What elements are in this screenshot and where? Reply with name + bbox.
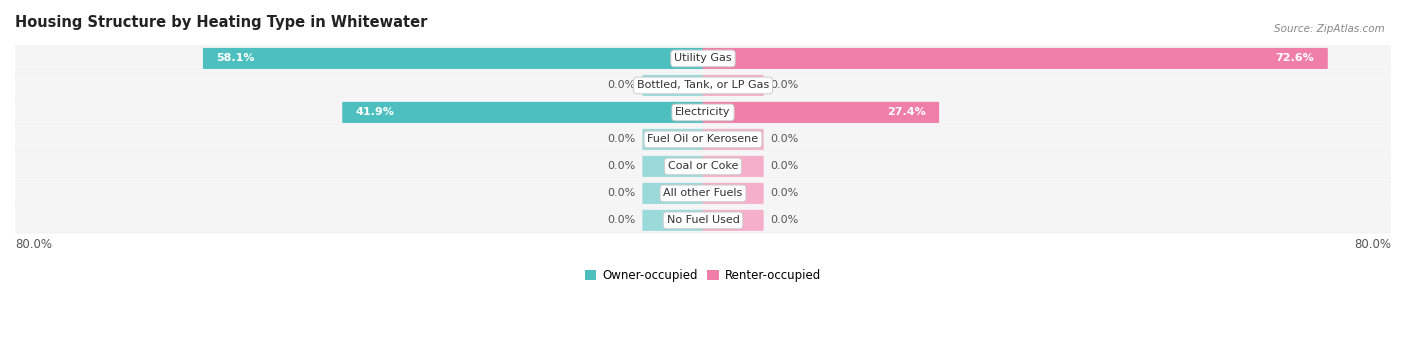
- FancyBboxPatch shape: [11, 181, 1395, 206]
- FancyBboxPatch shape: [703, 210, 763, 231]
- Text: Coal or Coke: Coal or Coke: [668, 161, 738, 172]
- FancyBboxPatch shape: [11, 73, 1395, 98]
- Text: 0.0%: 0.0%: [770, 216, 799, 225]
- Text: All other Fuels: All other Fuels: [664, 188, 742, 198]
- FancyBboxPatch shape: [10, 127, 1396, 152]
- Text: Electricity: Electricity: [675, 107, 731, 117]
- Text: 0.0%: 0.0%: [607, 161, 636, 172]
- FancyBboxPatch shape: [643, 156, 703, 177]
- Text: Source: ZipAtlas.com: Source: ZipAtlas.com: [1274, 24, 1385, 34]
- Text: No Fuel Used: No Fuel Used: [666, 216, 740, 225]
- Text: 27.4%: 27.4%: [887, 107, 925, 117]
- FancyBboxPatch shape: [10, 73, 1396, 99]
- FancyBboxPatch shape: [11, 208, 1395, 233]
- Text: Utility Gas: Utility Gas: [675, 54, 731, 63]
- FancyBboxPatch shape: [703, 75, 763, 96]
- Text: 0.0%: 0.0%: [770, 188, 799, 198]
- FancyBboxPatch shape: [10, 45, 1396, 71]
- Text: 41.9%: 41.9%: [356, 107, 395, 117]
- FancyBboxPatch shape: [703, 156, 763, 177]
- FancyBboxPatch shape: [703, 102, 939, 123]
- Text: Fuel Oil or Kerosene: Fuel Oil or Kerosene: [647, 134, 759, 144]
- Text: 0.0%: 0.0%: [607, 216, 636, 225]
- Text: 80.0%: 80.0%: [1354, 238, 1391, 251]
- FancyBboxPatch shape: [643, 210, 703, 231]
- FancyBboxPatch shape: [643, 75, 703, 96]
- FancyBboxPatch shape: [703, 48, 1327, 69]
- FancyBboxPatch shape: [10, 180, 1396, 206]
- FancyBboxPatch shape: [643, 183, 703, 204]
- Text: 0.0%: 0.0%: [607, 188, 636, 198]
- FancyBboxPatch shape: [10, 207, 1396, 233]
- FancyBboxPatch shape: [202, 48, 703, 69]
- Text: 80.0%: 80.0%: [15, 238, 52, 251]
- Text: 0.0%: 0.0%: [770, 161, 799, 172]
- FancyBboxPatch shape: [10, 153, 1396, 179]
- Text: 0.0%: 0.0%: [607, 134, 636, 144]
- FancyBboxPatch shape: [11, 100, 1395, 125]
- Text: 0.0%: 0.0%: [770, 134, 799, 144]
- Legend: Owner-occupied, Renter-occupied: Owner-occupied, Renter-occupied: [579, 265, 827, 287]
- FancyBboxPatch shape: [703, 129, 763, 150]
- Text: 72.6%: 72.6%: [1275, 54, 1315, 63]
- FancyBboxPatch shape: [11, 154, 1395, 179]
- FancyBboxPatch shape: [703, 183, 763, 204]
- FancyBboxPatch shape: [11, 46, 1395, 71]
- FancyBboxPatch shape: [10, 100, 1396, 125]
- Text: Bottled, Tank, or LP Gas: Bottled, Tank, or LP Gas: [637, 80, 769, 90]
- Text: 58.1%: 58.1%: [217, 54, 254, 63]
- FancyBboxPatch shape: [643, 129, 703, 150]
- Text: 0.0%: 0.0%: [607, 80, 636, 90]
- FancyBboxPatch shape: [11, 127, 1395, 152]
- FancyBboxPatch shape: [342, 102, 703, 123]
- Text: 0.0%: 0.0%: [770, 80, 799, 90]
- Text: Housing Structure by Heating Type in Whitewater: Housing Structure by Heating Type in Whi…: [15, 15, 427, 30]
